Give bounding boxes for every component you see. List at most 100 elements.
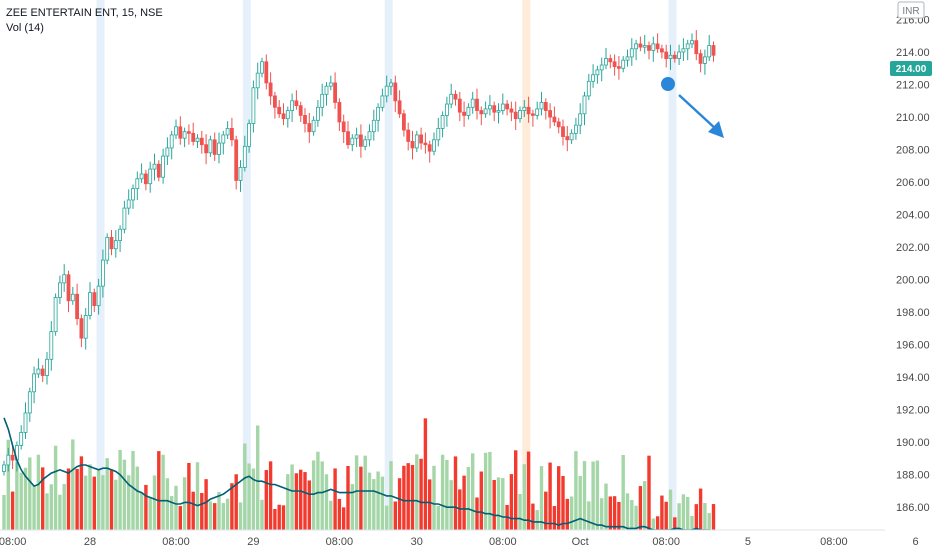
candle-body [96,285,101,307]
currency-button[interactable]: INR [897,1,925,19]
candle [27,387,32,422]
candle-body [204,144,209,154]
candle-body [2,464,6,472]
candle-body [672,54,677,59]
volume-bar [66,468,71,530]
candle [556,117,561,134]
candle [139,163,144,183]
candle [281,103,286,126]
candle [277,99,282,118]
volume-moving-average-line [3,417,727,533]
volume-bar [449,480,453,530]
candle-body [75,293,79,320]
price-tick-label: 212.00 [896,80,930,92]
volume-bar [423,418,428,530]
time-tick-label: 08:00 [489,536,517,548]
volume-bar [2,495,6,530]
candle-body [500,103,505,111]
candle [285,106,290,128]
candle [346,121,350,149]
candle [242,135,247,172]
volume-bar [686,496,690,530]
candle-body [565,136,570,141]
volume-bar [625,493,630,530]
candle-body [647,45,651,51]
volume-bar [131,450,135,530]
price-axis[interactable]: 186.00 188.00 190.00 192.00 194.00 196.00 198.… [885,0,932,550]
time-axis[interactable]: 08:00 28 08:00 29 08:00 30 08:00 Oct 08:00 5 08:00… [0,529,932,550]
candle-body [53,297,58,333]
volume-bar [415,454,419,530]
candle-body [509,108,514,113]
price-tick-label: 200.00 [896,275,930,287]
volume-bar [440,454,445,530]
candle-body [470,98,475,108]
price-tick-label: 188.00 [896,470,930,482]
time-tick-label: 08:00 [820,536,848,548]
candle-body [307,123,312,133]
candle [350,134,355,152]
volume-bar [694,504,698,530]
candle [561,119,565,146]
arrow-anchor-dot[interactable] [661,77,675,91]
candle [337,98,342,131]
candle-body [328,82,333,87]
last-price-label: 214.00 [896,64,927,75]
candle [199,130,204,154]
candle-body [152,163,157,170]
price-tick-label: 194.00 [896,372,930,384]
candle [195,134,200,148]
volume-bar [286,474,290,530]
price-tick-label: 204.00 [896,210,930,222]
candle [449,83,454,109]
candle-body [376,106,381,121]
volume-bar [514,450,518,530]
volume-bar [608,496,612,530]
candle [36,358,41,378]
candle [629,38,634,66]
candle [92,288,97,313]
volume-bar [621,454,625,530]
candle-body [251,87,256,124]
volume-bar [294,473,299,530]
volume-bar [221,503,225,530]
price-tick-label: 190.00 [896,437,930,449]
candle [432,132,436,156]
candle-body [260,61,264,74]
volume-bar [582,461,587,530]
candle-body [432,139,436,152]
candle [234,135,239,190]
candle [591,64,595,88]
candle-body [208,139,213,154]
candle-body [161,155,166,178]
candle [690,33,694,48]
currency-label: INR [902,6,919,17]
candle [255,62,260,100]
candle [333,72,338,109]
candle-body [234,139,239,181]
volume-bar [363,455,367,530]
volume-bar [243,443,247,530]
candle [75,283,79,326]
volume-bars [2,418,716,530]
candle-body [217,142,221,155]
candle-body [660,48,664,53]
candle [62,264,67,292]
candle-body [242,145,247,168]
session-break-3 [522,0,531,530]
candle-body [191,132,196,142]
trend-arrow-drawing[interactable] [661,77,724,138]
volume-bar [604,483,608,530]
candle [522,99,527,118]
candle [621,56,626,73]
volume-bar [544,491,548,530]
candle-body [561,126,565,137]
candle [539,91,544,116]
candle-body [406,129,411,142]
volume-bar [393,501,397,530]
volume-bar [531,503,535,530]
candle [496,103,501,124]
candle-body [518,110,522,120]
candle-body [543,102,548,111]
